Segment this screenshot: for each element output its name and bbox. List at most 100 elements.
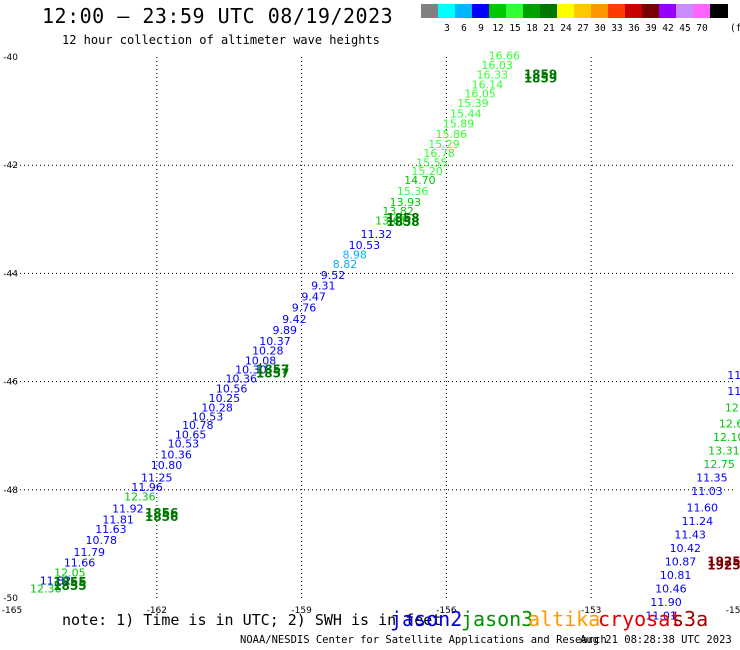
y-tick-label: -50: [3, 594, 18, 604]
swh-value-label: 10.78: [182, 419, 214, 432]
swh-value-label: 12.6: [719, 418, 740, 431]
swh-value-label: 13.61: [375, 215, 407, 228]
footer-credit: NOAA/NESDIS Center for Satellite Applica…: [240, 634, 607, 646]
time-label: 1856: [145, 506, 178, 520]
swh-value-label: 11.60: [686, 501, 718, 514]
time-label: 1857: [256, 362, 289, 376]
swh-value-label: 11.79: [73, 546, 105, 559]
swh-value-label: 13.93: [390, 196, 422, 209]
y-tick-label: -40: [3, 53, 18, 63]
swh-value-label: 16.03: [481, 59, 513, 72]
swh-value-label: 11.01: [645, 610, 677, 623]
y-tick-label: -44: [3, 269, 18, 279]
satellite-legend-s3a: s3a: [672, 607, 709, 631]
time-label: 1859: [524, 68, 557, 82]
page-title: 12:00 — 23:59 UTC 08/19/2023: [42, 4, 394, 28]
swh-value-label: 16.78: [423, 147, 455, 160]
color-swatch: [608, 4, 626, 18]
swh-value-label: 15.44: [450, 108, 482, 121]
swh-value-label: 11.81: [102, 513, 134, 526]
swh-value-label: 10.53: [168, 438, 200, 451]
color-swatch: [625, 4, 643, 18]
swh-value-label: 10.87: [665, 556, 697, 569]
swh-value-label: 10.65: [175, 428, 207, 441]
color-scale-label: 21: [543, 23, 555, 34]
color-swatch: [659, 4, 677, 18]
swh-value-label: 10.28: [201, 401, 233, 414]
swh-value-label: 12.05: [54, 566, 86, 579]
y-tick-label: -46: [3, 378, 18, 388]
swh-value-label: 11.90: [650, 596, 682, 609]
swh-value-label: 11.82: [40, 574, 72, 587]
time-label: 1856: [145, 510, 178, 524]
swh-value-label: 10.30: [235, 363, 267, 376]
swh-value-label: 10.46: [655, 583, 687, 596]
page-subtitle: 12 hour collection of altimeter wave hei…: [62, 33, 380, 47]
color-swatch: [540, 4, 558, 18]
swh-value-label: 9.89: [272, 324, 297, 337]
swh-value-label: 16.33: [477, 69, 509, 82]
swh-value-label: 11.03: [691, 485, 723, 498]
swh-value-label: 16.14: [472, 78, 504, 91]
color-scale-label: 27: [577, 23, 589, 34]
swh-value-label: 15.39: [457, 97, 489, 110]
x-tick-label: -165: [2, 606, 22, 616]
color-scale-label: 45: [679, 23, 691, 34]
x-tick-label: -162: [147, 606, 167, 616]
swh-value-label: 11.66: [64, 557, 96, 570]
x-tick-label: -156: [436, 606, 457, 616]
footer-timestamp: Aug 21 08:28:38 UTC 2023: [580, 634, 732, 646]
x-tick-label: -153: [581, 606, 601, 616]
satellite-legend-altika: altika: [528, 607, 601, 631]
swh-value-label: 11.43: [674, 528, 706, 541]
time-label: 1858: [386, 211, 419, 225]
swh-value-label: 16.66: [489, 50, 521, 63]
color-swatch: [642, 4, 660, 18]
color-scale-label: 24: [560, 23, 572, 34]
color-scale-label: 36: [628, 23, 640, 34]
swh-value-label: 10.81: [660, 569, 692, 582]
x-tick-label: -159: [291, 606, 312, 616]
color-swatch: [489, 4, 507, 18]
swh-value-label: 10.28: [252, 345, 284, 358]
x-tick-label: -150: [726, 606, 740, 616]
swh-value-label: 10.56: [216, 382, 248, 395]
swh-value-label: 13.31: [708, 445, 740, 458]
time-label: 1857: [256, 366, 289, 380]
swh-value-label: 11.: [727, 369, 740, 382]
swh-value-label: 12.: [725, 401, 740, 414]
swh-value-label: 11.35: [696, 472, 728, 485]
swh-value-label: 11.63: [95, 523, 127, 536]
swh-value-label: 9.42: [282, 313, 307, 326]
swh-value-label: 10.08: [245, 354, 277, 367]
color-scale-label: 15: [509, 23, 521, 34]
y-tick-label: -48: [3, 486, 18, 496]
color-swatch: [506, 4, 524, 18]
swh-value-label: 9.76: [292, 301, 317, 314]
color-scale-label: 9: [478, 23, 484, 34]
swh-value-label: 13.82: [382, 205, 414, 218]
swh-value-label: 15.29: [428, 138, 460, 151]
swh-value-label: 12.10: [713, 431, 740, 444]
swh-value-label: 11.96: [131, 481, 163, 494]
time-label: 1925: [707, 559, 740, 573]
satellite-legend-cryosat: cryosat: [598, 607, 683, 631]
color-swatch: [693, 4, 711, 18]
footer-note: note: 1) Time is in UTC; 2) SWH is in fe…: [62, 611, 442, 629]
color-swatch: [710, 4, 728, 18]
color-swatch: [421, 4, 439, 18]
swh-value-label: 10.25: [209, 392, 241, 405]
time-label: 1925: [707, 555, 740, 569]
swh-value-label: 8.82: [333, 258, 358, 271]
swh-value-label: 8.98: [342, 248, 367, 261]
swh-value-label: 11.92: [112, 503, 144, 516]
swh-value-label: 10.42: [670, 542, 702, 555]
color-scale-label: 18: [526, 23, 538, 34]
color-swatch: [574, 4, 592, 18]
swh-value-label: 10.53: [192, 411, 224, 424]
swh-value-label: 15.36: [397, 185, 429, 198]
color-scale-label: 12: [492, 23, 504, 34]
swh-value-label: 12.36: [30, 583, 62, 596]
swh-value-label: 11.32: [361, 228, 393, 241]
grid-lines: [12, 57, 736, 598]
